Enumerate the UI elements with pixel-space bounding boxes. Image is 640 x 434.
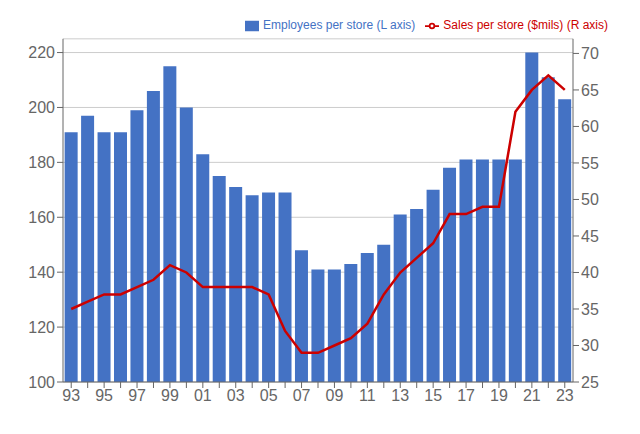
svg-text:120: 120	[28, 319, 55, 336]
svg-text:200: 200	[28, 99, 55, 116]
svg-text:25: 25	[581, 374, 599, 391]
svg-text:95: 95	[95, 387, 113, 404]
svg-text:23: 23	[556, 387, 574, 404]
svg-text:220: 220	[28, 44, 55, 61]
svg-text:17: 17	[457, 387, 475, 404]
svg-text:19: 19	[490, 387, 508, 404]
svg-text:35: 35	[581, 301, 599, 318]
svg-text:97: 97	[128, 387, 146, 404]
svg-text:07: 07	[293, 387, 311, 404]
svg-text:15: 15	[424, 387, 442, 404]
svg-text:99: 99	[161, 387, 179, 404]
svg-text:50: 50	[581, 191, 599, 208]
html-text:Sales per store ($mils) (R axi: Sales per store ($mils) (R axis)	[443, 18, 608, 32]
svg-text:21: 21	[523, 387, 541, 404]
svg-text:45: 45	[581, 228, 599, 245]
svg-text:160: 160	[28, 209, 55, 226]
svg-text:93: 93	[62, 387, 80, 404]
svg-text:40: 40	[581, 264, 599, 281]
svg-text:13: 13	[391, 387, 409, 404]
svg-text:70: 70	[581, 45, 599, 62]
svg-text:30: 30	[581, 337, 599, 354]
svg-text:03: 03	[227, 387, 245, 404]
svg-text:55: 55	[581, 155, 599, 172]
html-text:Employees per store (L axis): Employees per store (L axis)	[263, 18, 416, 32]
svg-text:11: 11	[359, 387, 376, 404]
svg-text:60: 60	[581, 118, 599, 135]
svg-text:09: 09	[326, 387, 344, 404]
svg-text:100: 100	[28, 374, 55, 391]
svg-text:180: 180	[28, 154, 55, 171]
svg-text:05: 05	[260, 387, 278, 404]
svg-text:140: 140	[28, 264, 55, 281]
svg-text:65: 65	[581, 82, 599, 99]
svg-text:01: 01	[194, 387, 212, 404]
